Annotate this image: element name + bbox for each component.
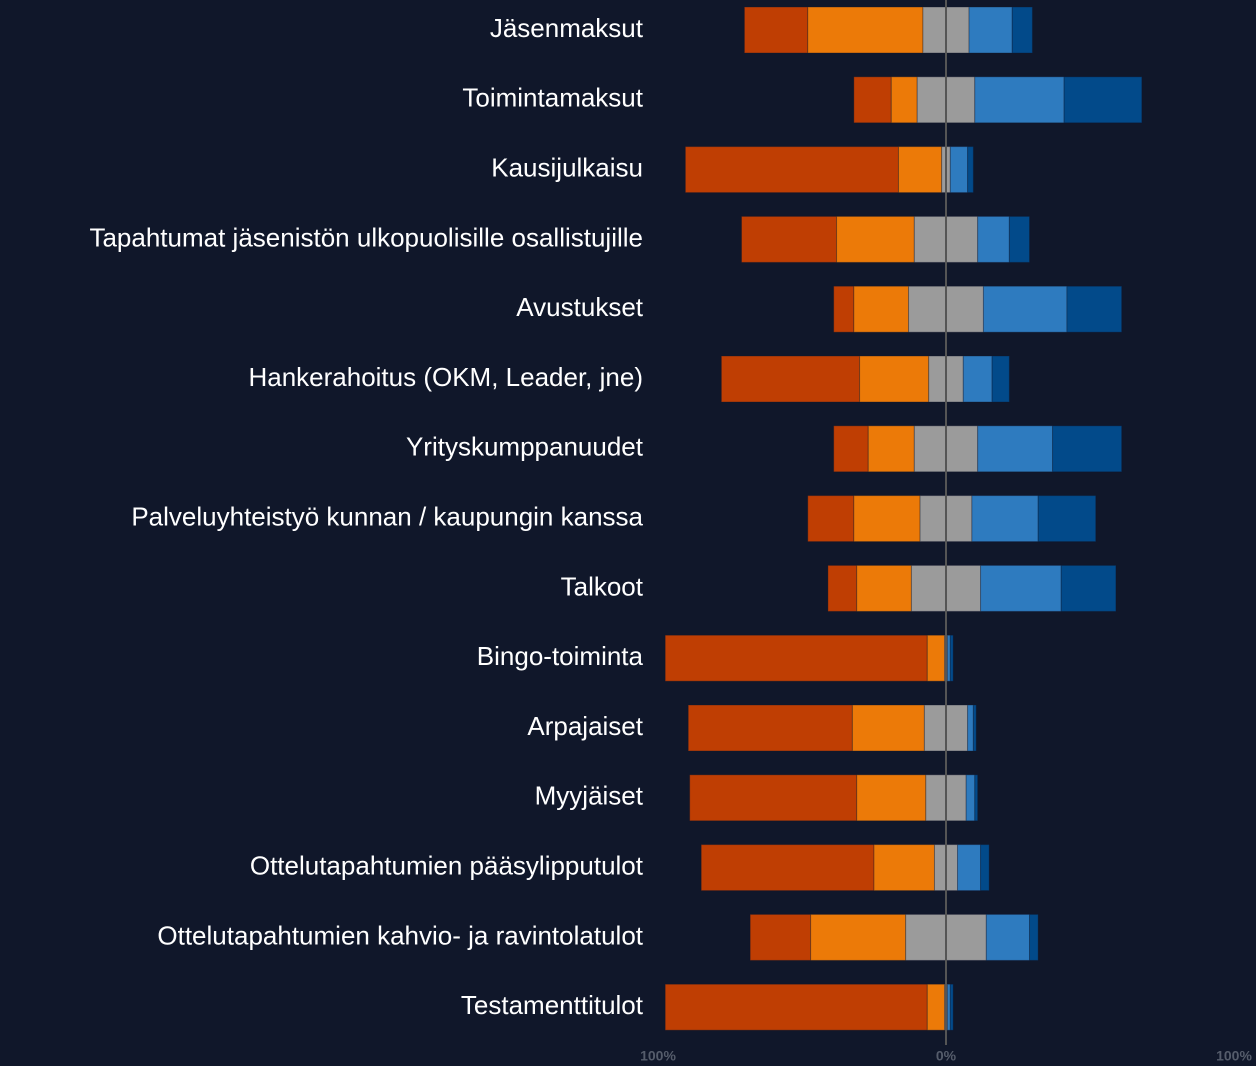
category-label: Bingo-toiminta (477, 641, 644, 671)
bar-segment (664, 983, 928, 1031)
bar-segment (833, 425, 869, 473)
bar-segment (991, 355, 1010, 403)
bar-segment (743, 6, 809, 54)
bar-segment (965, 774, 976, 822)
bar-segment (1066, 285, 1123, 333)
bar-segment (890, 76, 918, 124)
bar-segment (684, 146, 899, 194)
bar-segment (957, 844, 982, 892)
bar-segment (741, 215, 838, 263)
category-label: Ottelutapahtumien kahvio- ja ravintolatu… (157, 920, 643, 950)
bar-segment (985, 913, 1031, 961)
bar-segment (1052, 425, 1123, 473)
bar-segment (1060, 564, 1117, 612)
bar-segment (853, 285, 910, 333)
bar-segment (856, 774, 927, 822)
bar-segment (851, 704, 925, 752)
x-tick-label: 0% (936, 1048, 957, 1064)
bar-segment (974, 76, 1065, 124)
category-label: Myyjäiset (535, 781, 644, 811)
category-label: Palveluyhteistyö kunnan / kaupungin kans… (131, 501, 643, 531)
category-label: Jäsenmaksut (490, 13, 644, 43)
bar-segment (974, 774, 979, 822)
bar-segment (977, 425, 1054, 473)
category-label: Testamenttitulot (461, 990, 644, 1020)
bar-segment (873, 844, 935, 892)
bar-segment (689, 774, 858, 822)
bar-segment (926, 634, 946, 682)
bar-segment (853, 495, 921, 543)
bar-segment (853, 76, 892, 124)
bar-segment (967, 704, 974, 752)
bar-segment (968, 6, 1013, 54)
bar-segment (972, 704, 977, 752)
bar-segment (867, 425, 915, 473)
bar-segment (980, 844, 990, 892)
bar-segment (1029, 913, 1039, 961)
category-label: Ottelutapahtumien pääsylipputulot (250, 850, 644, 880)
bar-segment (687, 704, 853, 752)
x-tick-label: 100% (640, 1048, 676, 1064)
bar-segment (1063, 76, 1143, 124)
bar-segment (749, 913, 812, 961)
bar-segment (962, 355, 993, 403)
category-label: Arpajaiset (527, 711, 643, 741)
category-label: Talkoot (561, 571, 644, 601)
bar-segment (1008, 215, 1031, 263)
bar-segment (982, 285, 1068, 333)
bar-segment (720, 355, 861, 403)
bar-segment (664, 634, 928, 682)
bar-segment (980, 564, 1062, 612)
bar-segment (807, 6, 924, 54)
bar-segment (827, 564, 858, 612)
bar-segment (949, 634, 954, 682)
bar-segment (807, 495, 855, 543)
category-label: Avustukset (516, 292, 643, 322)
category-label: Tapahtumat jäsenistön ulkopuolisille osa… (89, 222, 643, 252)
category-label: Hankerahoitus (OKM, Leader, jne) (248, 362, 643, 392)
bar-segment (833, 285, 855, 333)
bar-segment (897, 146, 943, 194)
bar-segment (949, 983, 954, 1031)
bar-segment (949, 146, 969, 194)
bar-segment (967, 146, 974, 194)
x-tick-label: 100% (1216, 1048, 1252, 1064)
bar-segment (836, 215, 915, 263)
category-label: Toimintamaksut (462, 83, 643, 113)
category-label: Yrityskumppanuudet (406, 432, 644, 462)
bar-segment (1011, 6, 1033, 54)
bar-segment (859, 355, 930, 403)
bar-segment (856, 564, 912, 612)
bar-segment (926, 983, 946, 1031)
category-label: Kausijulkaisu (491, 152, 643, 182)
bar-segment (971, 495, 1039, 543)
bar-segment (700, 844, 875, 892)
bar-segment (977, 215, 1010, 263)
bar-segment (810, 913, 907, 961)
bar-segment (1037, 495, 1097, 543)
